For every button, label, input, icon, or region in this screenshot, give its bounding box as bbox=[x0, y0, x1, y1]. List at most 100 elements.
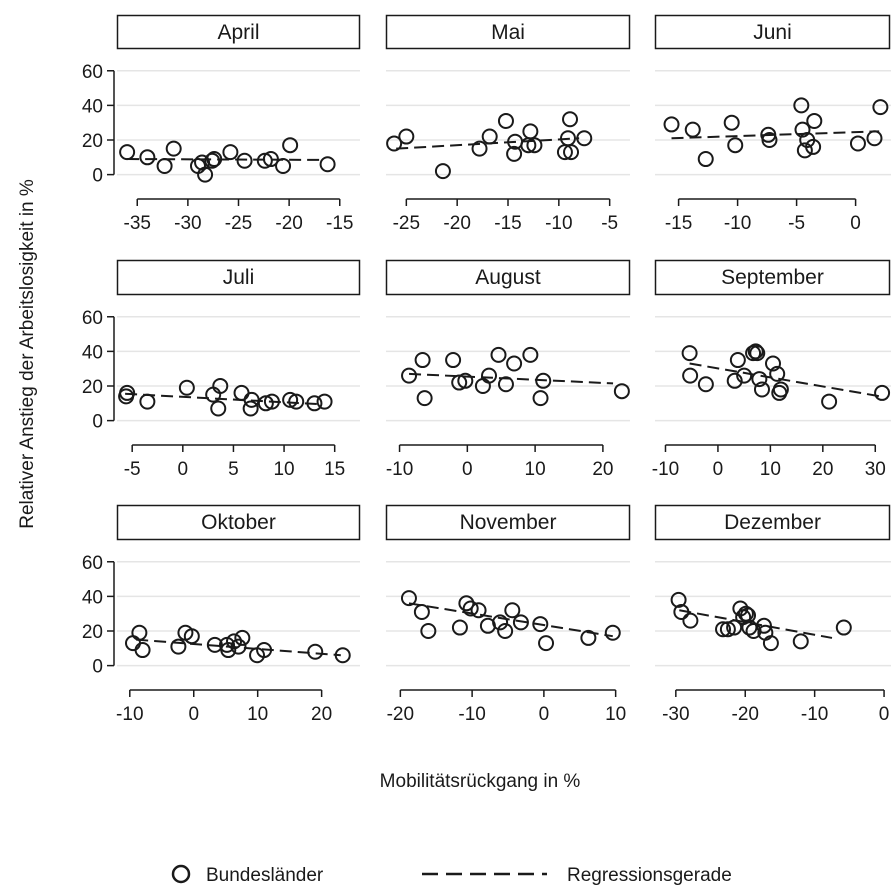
regression-line bbox=[408, 602, 613, 638]
data-point bbox=[538, 635, 555, 652]
x-tick-label: -10 bbox=[652, 459, 679, 480]
data-point bbox=[236, 152, 253, 169]
data-point bbox=[307, 643, 324, 660]
x-tick-label: 0 bbox=[539, 704, 550, 725]
data-point bbox=[204, 152, 221, 169]
data-point bbox=[319, 156, 336, 173]
x-tick-label: -20 bbox=[443, 213, 470, 234]
x-tick-label: 0 bbox=[188, 704, 199, 725]
panel-title: Juni bbox=[753, 21, 792, 44]
data-point bbox=[490, 346, 507, 363]
data-point bbox=[576, 130, 593, 147]
data-point bbox=[727, 137, 744, 154]
data-point bbox=[792, 633, 809, 650]
x-tick-label: -25 bbox=[225, 213, 252, 234]
y-tick-label: 0 bbox=[92, 412, 103, 433]
data-point bbox=[682, 367, 699, 384]
data-point bbox=[134, 642, 151, 659]
x-tick-label: 15 bbox=[324, 459, 345, 480]
data-point bbox=[210, 400, 227, 417]
panel-title-box bbox=[385, 14, 631, 50]
x-tick-label: -10 bbox=[801, 704, 828, 725]
data-point bbox=[806, 112, 823, 129]
data-point bbox=[275, 157, 292, 174]
data-point bbox=[481, 367, 498, 384]
x-tick-label: -5 bbox=[601, 213, 618, 234]
y-tick-label: 0 bbox=[92, 166, 103, 187]
x-tick-label: -10 bbox=[386, 459, 413, 480]
data-point bbox=[497, 112, 514, 129]
x-tick-label: -15 bbox=[326, 213, 353, 234]
y-tick-label: 40 bbox=[82, 342, 103, 363]
y-tick-label: 40 bbox=[82, 96, 103, 117]
data-point bbox=[563, 144, 580, 161]
x-tick-label: -20 bbox=[275, 213, 302, 234]
data-point bbox=[282, 137, 299, 154]
data-point bbox=[414, 352, 431, 369]
data-point bbox=[726, 372, 743, 389]
x-tick-label: 30 bbox=[865, 459, 886, 480]
panel-title: Mai bbox=[491, 21, 525, 44]
data-point bbox=[762, 635, 779, 652]
x-tick-label: 0 bbox=[850, 213, 861, 234]
data-point bbox=[745, 345, 762, 362]
data-point bbox=[670, 591, 687, 608]
data-point bbox=[178, 379, 195, 396]
data-point bbox=[681, 345, 698, 362]
x-tick-label: 0 bbox=[178, 459, 189, 480]
data-point bbox=[206, 636, 223, 653]
data-point bbox=[522, 123, 539, 140]
data-point bbox=[170, 638, 187, 655]
panel-november: November -20 -10 0 10 bbox=[385, 504, 631, 725]
data-point bbox=[458, 595, 475, 612]
data-point bbox=[416, 390, 433, 407]
data-point bbox=[256, 152, 273, 169]
y-tick-label: 60 bbox=[82, 553, 103, 574]
data-point bbox=[751, 371, 768, 388]
panel-title: Dezember bbox=[724, 511, 821, 534]
data-point bbox=[747, 343, 764, 360]
data-point bbox=[233, 384, 250, 401]
regression-line bbox=[671, 130, 880, 140]
panel-title-box bbox=[654, 14, 891, 50]
y-tick-label: 60 bbox=[82, 308, 103, 329]
data-point bbox=[613, 383, 630, 400]
data-point bbox=[226, 633, 243, 650]
y-tick-label: 20 bbox=[82, 622, 103, 643]
x-tick-label: 20 bbox=[311, 704, 332, 725]
data-point bbox=[434, 163, 451, 180]
regression-line bbox=[689, 362, 881, 398]
data-point bbox=[562, 111, 579, 128]
x-tick-label: 10 bbox=[525, 459, 546, 480]
x-tick-label: 10 bbox=[760, 459, 781, 480]
data-point bbox=[139, 393, 156, 410]
data-point bbox=[684, 121, 701, 138]
x-tick-label: -35 bbox=[124, 213, 151, 234]
panel-title-box bbox=[654, 259, 891, 296]
data-point bbox=[165, 140, 182, 157]
data-point bbox=[222, 144, 239, 161]
data-point bbox=[719, 621, 736, 638]
x-tick-label: -30 bbox=[662, 704, 689, 725]
data-point bbox=[769, 365, 786, 382]
data-point bbox=[723, 114, 740, 131]
data-point bbox=[420, 623, 437, 639]
y-tick-label: 20 bbox=[82, 131, 103, 152]
data-point bbox=[398, 128, 415, 145]
data-point bbox=[522, 346, 539, 363]
data-point bbox=[663, 116, 680, 133]
panel-september: September -10 0 10 20 30 bbox=[652, 259, 891, 480]
data-point bbox=[497, 623, 514, 639]
panel-title: November bbox=[460, 511, 557, 534]
data-point bbox=[755, 617, 772, 634]
y-tick-label: 40 bbox=[82, 587, 103, 608]
data-point bbox=[749, 345, 766, 362]
data-point bbox=[471, 140, 488, 157]
data-point bbox=[197, 166, 214, 183]
x-axis-label: Mobilitätsrückgang in % bbox=[380, 771, 581, 792]
data-point bbox=[765, 355, 781, 372]
data-point bbox=[462, 600, 479, 617]
data-point bbox=[673, 603, 690, 620]
data-point bbox=[242, 400, 259, 417]
